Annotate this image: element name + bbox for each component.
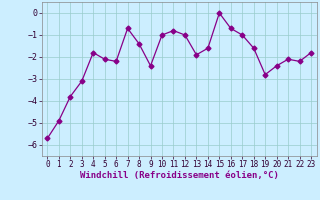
X-axis label: Windchill (Refroidissement éolien,°C): Windchill (Refroidissement éolien,°C) bbox=[80, 171, 279, 180]
